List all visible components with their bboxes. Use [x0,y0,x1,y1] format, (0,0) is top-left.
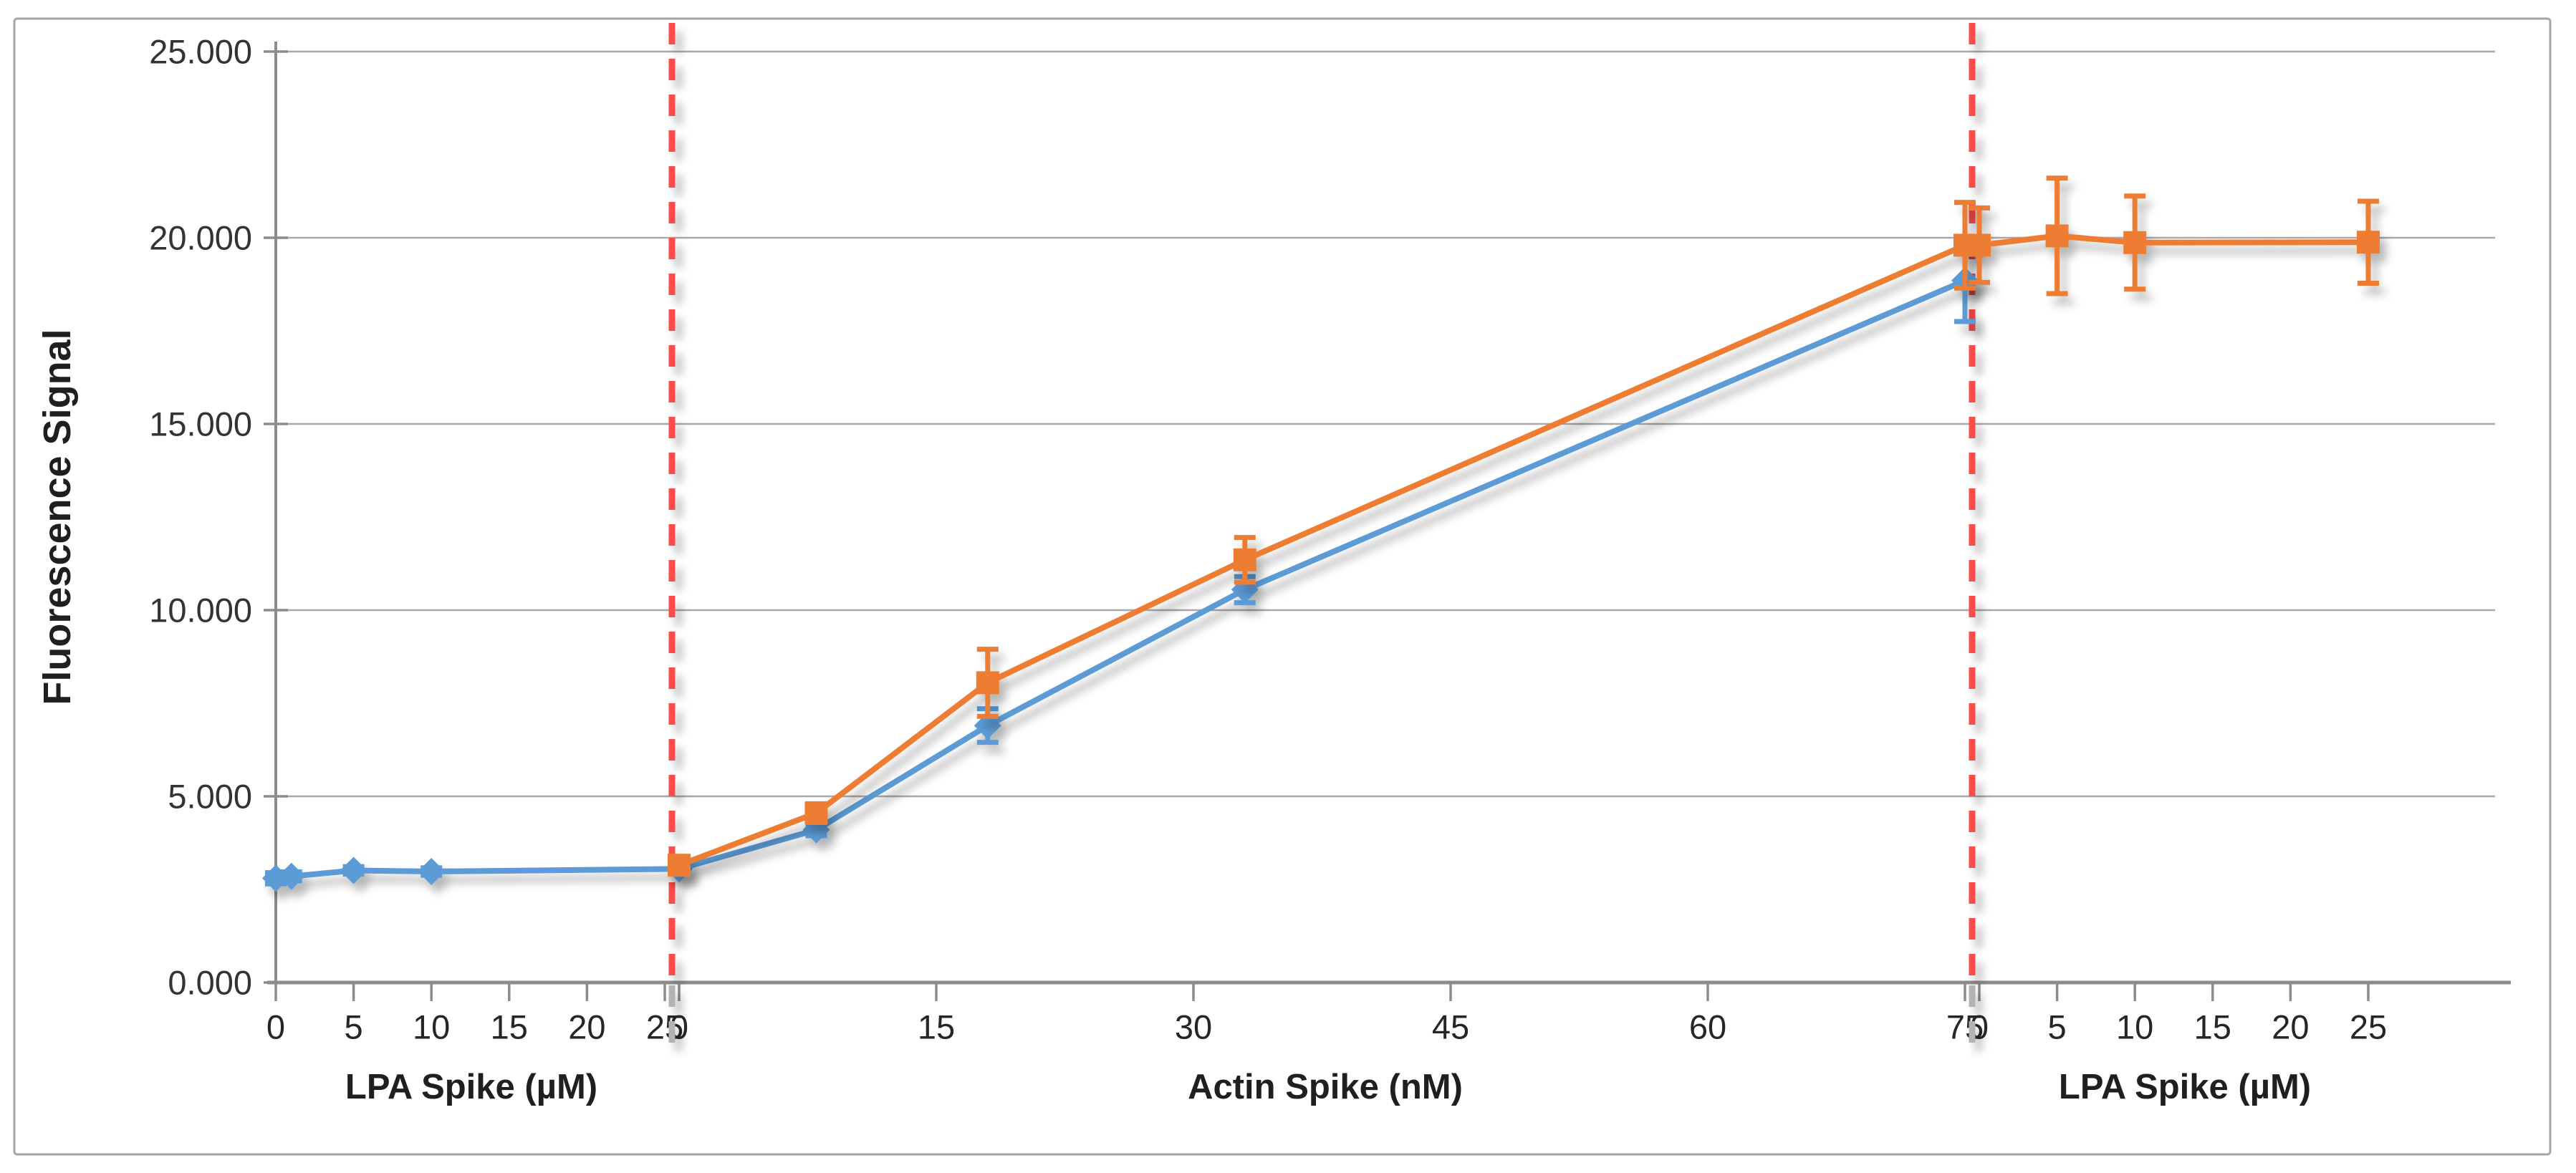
y-tick-label: 0.000 [168,964,252,1002]
data-point-marker [804,801,828,825]
x-segment-label-middle: Actin Spike (nM) [1188,1068,1463,1106]
orange-series [668,175,2380,877]
y-tick-label: 15.000 [149,405,252,443]
x-segment-label-right: LPA Spike (µM) [2059,1068,2311,1106]
x-tick-label: 20 [2272,1008,2309,1046]
y-tick-label: 20.000 [149,219,252,257]
x-segment-label-left: LPA Spike (µM) [345,1068,597,1106]
data-point-marker [2045,224,2069,248]
x-tick-label: 0 [266,1008,285,1046]
segment-separators [668,23,1976,1054]
x-tick-label: 5 [345,1008,363,1046]
x-tick-label: 5 [2048,1008,2067,1046]
x-tick-label: 25 [2350,1008,2387,1046]
x-tick-label: 15 [918,1008,955,1046]
x-tick-label: 15 [2194,1008,2231,1046]
data-point-marker [262,864,289,892]
data-point-marker [2357,231,2380,254]
data-point-marker [418,858,446,886]
y-tick-label: 5.000 [168,778,252,816]
data-point-marker [277,862,305,890]
x-tick-label: 10 [413,1008,450,1046]
y-tick-label: 10.000 [149,592,252,629]
axes: 0.000 5.000 10.000 15.000 20.000 25.000 0 5 10 15… [149,33,2511,1046]
x-tick-label: 30 [1175,1008,1212,1046]
x-tick-label: 15 [491,1008,528,1046]
data-point-marker [976,671,999,695]
x-tick-label: 45 [1432,1008,1469,1046]
data-point-marker [1233,548,1256,571]
chart-generated-layer: 0.000 5.000 10.000 15.000 20.000 25.000 0 5 10 15… [13,17,2552,1156]
data-point-marker [1968,233,1991,257]
x-tick-label: 10 [2116,1008,2153,1046]
x-tick-label: 75 [1946,1008,1984,1046]
x-tick-label: 60 [1689,1008,1726,1046]
x-tick-label: 25 [646,1008,683,1046]
x-tick-label: 20 [568,1008,605,1046]
gridlines [276,50,2495,798]
data-point-marker [2123,231,2147,254]
data-point-marker [340,856,367,884]
y-tick-label: 25.000 [149,33,252,71]
data-point-marker [668,854,691,877]
y-axis-title: Fluorescence Signal [36,329,79,705]
